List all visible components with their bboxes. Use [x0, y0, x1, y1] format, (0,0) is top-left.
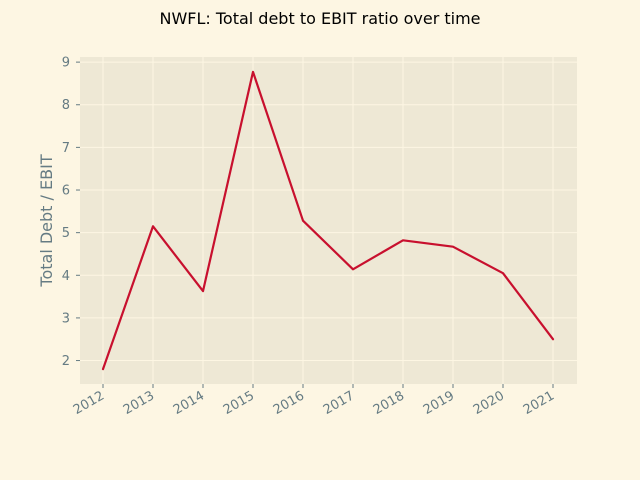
y-tick-label: 6	[62, 184, 70, 199]
x-tick-label: 2017	[321, 388, 357, 418]
x-tick-label: 2020	[471, 388, 507, 418]
grid-lines	[80, 57, 577, 384]
y-tick-label: 5	[62, 226, 70, 241]
y-tick-label: 8	[62, 98, 70, 113]
x-tick-label: 2014	[171, 388, 207, 418]
plot-area	[80, 57, 577, 384]
series-line	[101, 70, 555, 371]
x-tick-label: 2013	[121, 388, 157, 418]
x-tick-label: 2018	[371, 388, 407, 418]
y-tick-label: 9	[62, 56, 70, 71]
x-tick-label: 2015	[221, 388, 257, 418]
y-tick-label: 4	[62, 269, 70, 284]
y-axis-label: Total Debt / EBIT	[37, 154, 56, 287]
series-layer	[101, 70, 555, 371]
y-tick-label: 2	[62, 354, 70, 369]
x-tick-label: 2021	[521, 388, 557, 418]
x-tick-label: 2012	[71, 388, 107, 418]
y-tick-label: 3	[62, 311, 70, 326]
chart-title: NWFL: Total debt to EBIT ratio over time	[159, 9, 480, 28]
x-tick-label: 2019	[421, 388, 457, 418]
x-tick-label: 2016	[271, 388, 307, 418]
y-tick-label: 7	[62, 141, 70, 156]
